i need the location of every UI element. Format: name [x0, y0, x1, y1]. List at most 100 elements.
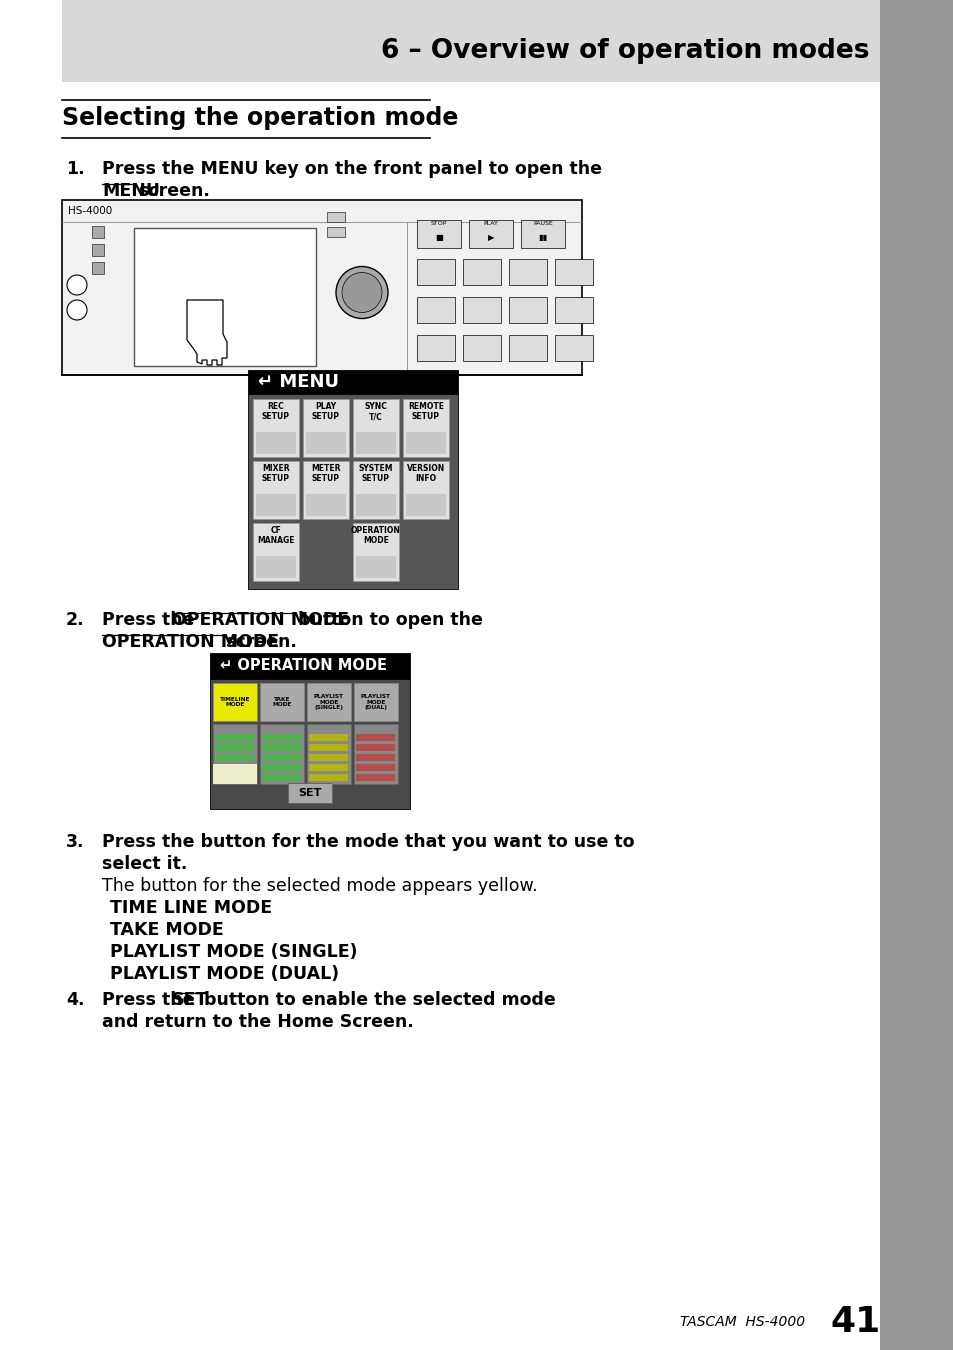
- Text: TAKE
MODE: TAKE MODE: [272, 697, 292, 707]
- Bar: [355, 734, 395, 741]
- Text: VERSION
INFO: VERSION INFO: [406, 464, 445, 483]
- Bar: [462, 259, 500, 285]
- Bar: [309, 764, 348, 771]
- Bar: [416, 297, 455, 323]
- Bar: [253, 522, 298, 580]
- Bar: [248, 394, 457, 589]
- Bar: [355, 774, 395, 782]
- Text: SET: SET: [172, 991, 208, 1008]
- Bar: [306, 494, 346, 516]
- Bar: [262, 734, 301, 741]
- Text: Press the: Press the: [102, 612, 200, 629]
- Bar: [469, 220, 513, 248]
- Text: OPERATION
MODE: OPERATION MODE: [351, 526, 400, 545]
- Bar: [555, 335, 593, 360]
- Bar: [91, 225, 104, 238]
- Bar: [402, 400, 449, 458]
- Bar: [416, 220, 460, 248]
- Text: TIME LINE MODE: TIME LINE MODE: [110, 899, 272, 917]
- Bar: [213, 724, 256, 784]
- Bar: [262, 744, 301, 751]
- Text: screen.: screen.: [138, 182, 210, 200]
- Text: METER
SETUP: METER SETUP: [311, 464, 340, 483]
- Bar: [62, 200, 581, 375]
- Text: ▮▮: ▮▮: [537, 234, 547, 242]
- Text: screen.: screen.: [225, 633, 296, 651]
- Circle shape: [335, 266, 388, 319]
- Bar: [255, 494, 295, 516]
- Text: 3.: 3.: [66, 833, 85, 851]
- Bar: [260, 683, 304, 721]
- Bar: [260, 724, 304, 784]
- Text: 2.: 2.: [66, 612, 85, 629]
- Bar: [416, 259, 455, 285]
- Text: TASCAM  HS-4000: TASCAM HS-4000: [679, 1315, 804, 1328]
- Bar: [91, 262, 104, 274]
- Bar: [213, 683, 256, 721]
- Bar: [309, 744, 348, 751]
- Text: 41: 41: [830, 1305, 881, 1339]
- Bar: [462, 297, 500, 323]
- Bar: [406, 494, 446, 516]
- Text: CF
MANAGE: CF MANAGE: [257, 526, 294, 545]
- Bar: [402, 460, 449, 518]
- Bar: [210, 653, 410, 679]
- Bar: [355, 744, 395, 751]
- Bar: [509, 335, 546, 360]
- Bar: [327, 212, 345, 221]
- Text: OPERATION MODE: OPERATION MODE: [172, 612, 349, 629]
- Circle shape: [67, 275, 87, 296]
- Text: button to open the: button to open the: [292, 612, 482, 629]
- Bar: [133, 228, 315, 366]
- Text: PAUSE: PAUSE: [533, 221, 553, 225]
- Bar: [210, 679, 410, 809]
- Bar: [307, 724, 351, 784]
- Text: TIMELINE
MODE: TIMELINE MODE: [219, 697, 250, 707]
- Bar: [309, 774, 348, 782]
- Text: The button for the selected mode appears yellow.: The button for the selected mode appears…: [102, 878, 537, 895]
- Bar: [353, 522, 398, 580]
- Text: and return to the Home Screen.: and return to the Home Screen.: [102, 1012, 414, 1031]
- Bar: [355, 556, 395, 578]
- Text: select it.: select it.: [102, 855, 187, 873]
- Bar: [214, 764, 253, 771]
- Bar: [555, 297, 593, 323]
- Bar: [262, 764, 301, 771]
- Bar: [416, 335, 455, 360]
- Text: 4.: 4.: [66, 991, 85, 1008]
- Text: OPERATION MODE: OPERATION MODE: [102, 633, 279, 651]
- Circle shape: [341, 273, 381, 312]
- Bar: [462, 335, 500, 360]
- Bar: [509, 297, 546, 323]
- Bar: [213, 764, 256, 784]
- Bar: [91, 244, 104, 256]
- Bar: [879, 0, 953, 1350]
- Bar: [255, 432, 295, 454]
- Bar: [355, 755, 395, 761]
- Text: Press the button for the mode that you want to use to: Press the button for the mode that you w…: [102, 833, 634, 851]
- Text: Press the: Press the: [102, 991, 200, 1008]
- Bar: [355, 432, 395, 454]
- Bar: [306, 432, 346, 454]
- Text: ↵ MENU: ↵ MENU: [257, 373, 338, 391]
- Bar: [214, 734, 253, 741]
- Bar: [327, 227, 345, 238]
- Bar: [248, 370, 457, 394]
- Text: PLAYLIST
MODE
(SINGLE): PLAYLIST MODE (SINGLE): [314, 694, 344, 710]
- Bar: [307, 683, 351, 721]
- Bar: [520, 220, 564, 248]
- Text: Press the MENU key on the front panel to open the: Press the MENU key on the front panel to…: [102, 161, 601, 178]
- Text: MIXER
SETUP: MIXER SETUP: [262, 464, 290, 483]
- Text: SYSTEM
SETUP: SYSTEM SETUP: [358, 464, 393, 483]
- Bar: [288, 783, 332, 803]
- Text: REC
SETUP: REC SETUP: [262, 402, 290, 421]
- Text: REMOTE
SETUP: REMOTE SETUP: [408, 402, 443, 421]
- Bar: [353, 400, 398, 458]
- Text: SYNC
T/C: SYNC T/C: [364, 402, 387, 421]
- Text: PLAY
SETUP: PLAY SETUP: [312, 402, 339, 421]
- Bar: [303, 460, 349, 518]
- Text: MENU: MENU: [102, 182, 160, 200]
- Bar: [214, 774, 253, 782]
- Text: ▶: ▶: [487, 234, 494, 242]
- Bar: [555, 259, 593, 285]
